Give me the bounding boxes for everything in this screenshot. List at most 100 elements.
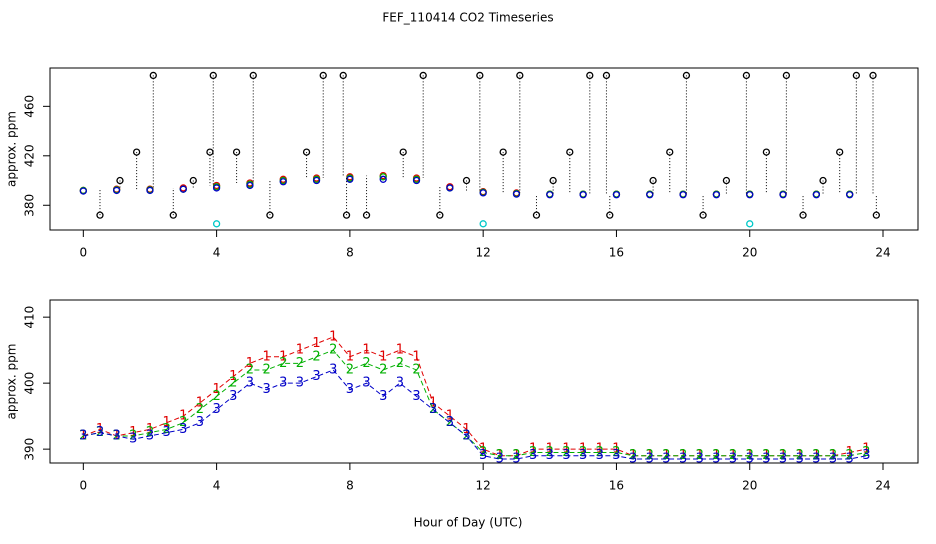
point-marker: 1 <box>596 442 604 457</box>
point-marker: 2 <box>596 445 604 460</box>
point <box>779 191 787 199</box>
point-marker: 3 <box>862 448 870 463</box>
point-marker: 1 <box>612 442 620 457</box>
point <box>116 176 124 185</box>
point-marker: 3 <box>779 452 787 467</box>
point-marker: 1 <box>212 382 220 397</box>
point <box>232 148 241 156</box>
point-marker: 3 <box>729 452 737 467</box>
point-marker: 3 <box>212 402 220 417</box>
point-marker: 1 <box>546 442 554 457</box>
point-marker: 3 <box>79 428 87 443</box>
point-marker: 2 <box>396 356 404 371</box>
point-marker: 3 <box>546 448 554 463</box>
point <box>782 71 791 80</box>
point <box>246 181 254 190</box>
point <box>512 190 521 198</box>
series-line <box>83 336 867 457</box>
point-marker: 1 <box>229 369 237 384</box>
point-marker: 1 <box>579 442 587 457</box>
point-marker: 2 <box>312 349 320 364</box>
point-marker: 2 <box>679 448 687 463</box>
point <box>399 148 407 156</box>
point <box>586 71 594 80</box>
point-marker: 2 <box>662 448 670 463</box>
point-marker: 2 <box>246 362 254 377</box>
series-line <box>83 369 867 460</box>
x-axis-label: Hour of Day (UTC) <box>414 516 523 530</box>
y-tick-label: 380 <box>23 194 37 217</box>
point-marker: 2 <box>496 448 504 463</box>
point <box>179 185 187 193</box>
point-marker: 2 <box>862 445 870 460</box>
point <box>649 176 657 185</box>
point-marker: 1 <box>762 448 770 463</box>
point <box>302 148 311 156</box>
point <box>872 211 880 219</box>
point <box>479 189 487 197</box>
point-marker: 2 <box>479 445 487 460</box>
point-marker: 1 <box>262 349 270 364</box>
point <box>436 211 444 219</box>
point-marker: 3 <box>129 432 137 447</box>
x-tick-label: 16 <box>609 479 624 493</box>
y-tick-label: 420 <box>23 144 37 167</box>
point-marker: 3 <box>662 452 670 467</box>
point-marker: 2 <box>612 445 620 460</box>
point-marker: 3 <box>312 369 320 384</box>
point <box>746 191 754 199</box>
point <box>362 211 371 219</box>
point <box>646 191 654 199</box>
point-marker: 1 <box>796 448 804 463</box>
point <box>189 176 197 185</box>
point-marker: 2 <box>629 448 637 463</box>
point <box>819 176 827 185</box>
point-marker: 2 <box>829 448 837 463</box>
point <box>812 191 821 199</box>
point <box>209 71 217 80</box>
point-marker: 1 <box>162 415 170 430</box>
point-marker: 2 <box>162 422 170 437</box>
point-marker: 1 <box>346 349 354 364</box>
point-marker: 1 <box>429 395 437 410</box>
point-marker: 3 <box>346 382 354 397</box>
point-marker: 1 <box>246 356 254 371</box>
point <box>462 176 471 185</box>
point-marker: 2 <box>146 425 154 440</box>
point <box>319 71 327 80</box>
point <box>852 71 861 80</box>
point <box>606 211 614 219</box>
point <box>212 220 221 228</box>
point-marker: 1 <box>196 395 204 410</box>
point-marker: 1 <box>296 343 304 358</box>
point-marker: 3 <box>612 448 620 463</box>
point-marker: 2 <box>512 448 520 463</box>
point-marker: 3 <box>796 452 804 467</box>
point <box>379 173 387 181</box>
point-marker: 3 <box>746 452 754 467</box>
point-marker: 3 <box>496 452 504 467</box>
x-tick-label: 20 <box>742 246 757 260</box>
x-tick-label: 0 <box>80 246 88 260</box>
point <box>312 176 321 185</box>
point-marker: 1 <box>379 349 387 364</box>
point <box>846 191 854 199</box>
point-marker: 3 <box>379 389 387 404</box>
point <box>579 191 587 199</box>
x-tick-label: 24 <box>875 246 890 260</box>
point-marker: 2 <box>546 445 554 460</box>
point-marker: 3 <box>562 448 570 463</box>
point-marker: 1 <box>462 422 470 437</box>
point-marker: 3 <box>246 376 254 391</box>
y-tick-label: 410 <box>23 306 37 329</box>
point-marker: 2 <box>646 448 654 463</box>
point <box>342 211 351 219</box>
point-marker: 3 <box>629 452 637 467</box>
point-marker: 1 <box>96 422 104 437</box>
point-marker: 2 <box>846 448 854 463</box>
x-tick-label: 4 <box>213 246 221 260</box>
point <box>746 220 754 228</box>
x-tick-label: 20 <box>742 479 757 493</box>
point <box>549 176 557 185</box>
point-marker: 2 <box>712 448 720 463</box>
